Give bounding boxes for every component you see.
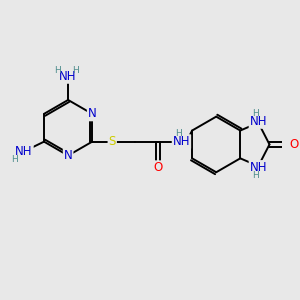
Text: H: H (11, 155, 18, 164)
Text: NH: NH (250, 161, 267, 174)
Text: H: H (252, 170, 259, 179)
Text: H: H (175, 129, 182, 138)
Text: H: H (252, 110, 259, 118)
Text: H: H (54, 66, 61, 75)
Text: H: H (72, 66, 78, 75)
Text: NH: NH (250, 115, 267, 128)
Text: O: O (153, 161, 162, 174)
Text: N: N (88, 107, 97, 120)
Text: NH: NH (15, 145, 33, 158)
Text: S: S (109, 135, 116, 148)
Text: NH: NH (59, 70, 77, 83)
Text: NH: NH (173, 135, 190, 148)
Text: O: O (289, 138, 298, 151)
Text: N: N (64, 149, 73, 162)
